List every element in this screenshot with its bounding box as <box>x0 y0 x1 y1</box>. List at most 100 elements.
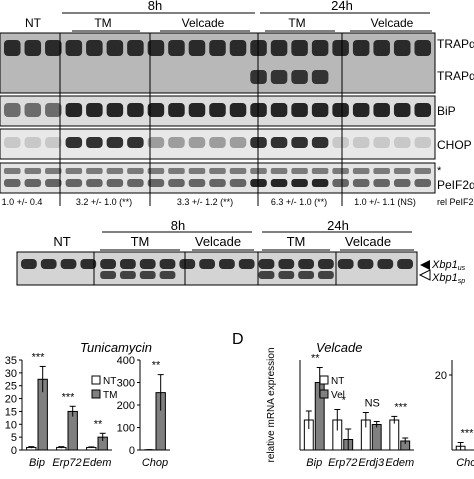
blot-band <box>332 168 349 174</box>
blot-peif2a-strip <box>0 163 435 193</box>
category-label: Erdj3 <box>358 457 385 469</box>
blot-label-trapa-1: TRAPα <box>437 37 474 51</box>
blot-band <box>209 137 226 148</box>
gel-band <box>140 259 156 269</box>
ratio-nt: 1.0 +/- 0.4 <box>2 197 43 207</box>
blot-band <box>127 179 144 187</box>
blot-band <box>66 179 83 187</box>
gel-band <box>120 259 136 269</box>
blot-band <box>230 137 247 148</box>
blot-band <box>250 40 267 56</box>
significance-label: NS <box>365 398 380 410</box>
blot-band <box>45 179 62 187</box>
gel-band <box>100 259 116 269</box>
blot-band <box>168 103 185 117</box>
blot-band <box>414 103 431 117</box>
panel-letter-d: D <box>232 331 244 348</box>
blot-band <box>312 70 329 84</box>
gel-group-velcade-8h: Velcade <box>195 234 241 249</box>
y-tick-label: 100 <box>117 423 135 435</box>
blot-band <box>168 40 185 56</box>
y-tick-label: 30 <box>5 368 17 380</box>
blot-band <box>353 103 370 117</box>
blot-band <box>373 179 390 187</box>
blot-band <box>209 168 226 174</box>
blot-band <box>25 179 42 187</box>
blot-band <box>127 40 144 56</box>
gel-band <box>219 259 235 269</box>
blot-band <box>66 103 83 117</box>
blot-band <box>107 137 124 148</box>
blot-band <box>168 137 185 148</box>
blot-chop-bands <box>4 137 431 148</box>
blot-band <box>189 179 206 187</box>
blot-band <box>4 168 21 174</box>
y-tick-label: 400 <box>117 355 135 367</box>
blot-band <box>250 137 267 148</box>
gel-band <box>199 259 215 269</box>
blot-band <box>291 179 308 187</box>
bar <box>68 411 77 450</box>
blot-band <box>250 70 267 84</box>
category-label: Erp72 <box>52 457 81 469</box>
gel-band <box>21 259 37 269</box>
blot-band <box>127 168 144 174</box>
blot-band <box>189 168 206 174</box>
legend-label: Vel <box>331 390 345 401</box>
blot-label-trapa-2: TRAPα <box>437 69 474 83</box>
blot-band <box>312 137 329 148</box>
legend-label: NT <box>103 376 116 387</box>
blot-band <box>230 179 247 187</box>
blot-band <box>312 179 329 187</box>
category-label: Erp72 <box>328 457 357 469</box>
blot-band <box>414 168 431 174</box>
gel-arrow-unspliced <box>420 260 430 270</box>
blot-band <box>4 40 21 56</box>
blot-band <box>312 40 329 56</box>
gel-band <box>318 271 334 279</box>
blot-band <box>271 40 288 56</box>
western-group-nt: NT <box>25 16 42 30</box>
blot-band <box>127 103 144 117</box>
blot-band <box>168 168 185 174</box>
blot-band <box>25 103 42 117</box>
category-label: Bip <box>29 457 45 469</box>
gel-band <box>358 259 374 269</box>
y-tick-label: 25 <box>5 381 17 393</box>
chart-title: Velcade <box>316 340 363 355</box>
western-time-24h: 24h <box>331 0 353 13</box>
blot-band <box>25 40 42 56</box>
blot-band <box>168 179 185 187</box>
blot-band <box>291 168 308 174</box>
gel-band <box>61 259 77 269</box>
y-tick-label: 0 <box>129 445 135 457</box>
blot-band <box>4 137 21 148</box>
blot-band <box>230 103 247 117</box>
category-label: Edem <box>83 457 112 469</box>
significance-label: ** <box>152 360 161 372</box>
blot-band <box>45 137 62 148</box>
blot-band <box>86 40 103 56</box>
y-tick-label: 10 <box>5 419 17 431</box>
gel-band <box>239 259 255 269</box>
blot-band <box>66 137 83 148</box>
gel-band <box>298 271 314 279</box>
blot-band <box>373 168 390 174</box>
western-panel: 8h 24h NT TM Velcade TM Velcade TRAPα TR… <box>0 0 474 207</box>
y-tick-label: 20 <box>5 394 17 406</box>
category-label: Bip <box>306 457 322 469</box>
western-group-velcade-8h: Velcade <box>182 16 225 30</box>
blot-band <box>66 168 83 174</box>
blot-label-star: * <box>437 165 442 177</box>
gel-panel: 8h 24h NT TM Velcade TM Velcade Xbp1us X… <box>17 218 466 285</box>
ratio-tm-24h: 6.3 +/- 1.0 (**) <box>271 197 327 207</box>
legend-label: NT <box>331 376 344 387</box>
blot-band <box>414 179 431 187</box>
blot-band <box>271 103 288 117</box>
blot-band <box>250 103 267 117</box>
y-tick-label: 15 <box>5 406 17 418</box>
gel-band <box>259 259 275 269</box>
